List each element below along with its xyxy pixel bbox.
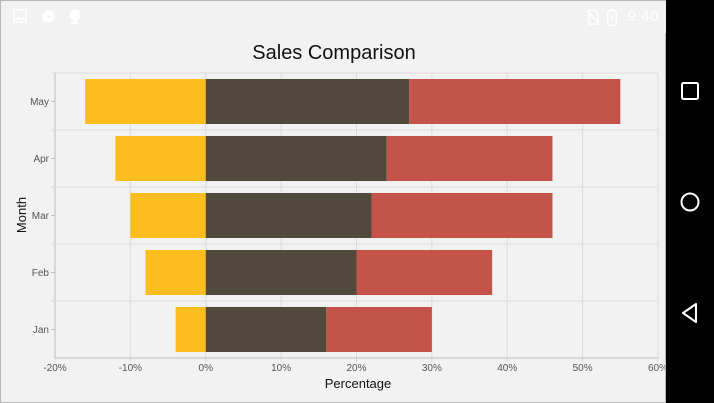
x-axis-ticks: -20% -10% 0% 10% 20% 30% 40% 50% 60% xyxy=(43,363,665,374)
bar-feb-series-2 xyxy=(205,249,357,296)
bar-apr-series-1 xyxy=(115,135,206,182)
status-bar: 9:40 xyxy=(1,1,667,33)
image-icon xyxy=(13,9,27,28)
navigation-bar xyxy=(666,0,714,403)
y-tick-label: Feb xyxy=(32,268,50,279)
recents-button[interactable] xyxy=(666,67,714,115)
bar-feb-series-1 xyxy=(145,249,206,296)
chat-bubble-icon xyxy=(41,9,57,30)
x-tick-label: 20% xyxy=(346,363,366,374)
x-tick-label: -10% xyxy=(119,363,142,374)
y-axis-title: Month xyxy=(14,197,29,233)
x-tick-label: 0% xyxy=(199,363,214,374)
y-axis-ticks: Jan Feb Mar Apr May xyxy=(30,97,55,336)
app-screen: 9:40 Sales Comparison -20% -10% 0% 10% 20% 30… xyxy=(0,0,667,403)
bar-apr-series-3 xyxy=(386,135,553,182)
bar-feb-series-3 xyxy=(356,249,493,296)
back-triangle-icon xyxy=(682,303,697,323)
no-sim-icon xyxy=(586,9,600,30)
x-tick-label: 40% xyxy=(497,363,517,374)
bar-jan-series-2 xyxy=(205,306,327,353)
bar-apr-series-2 xyxy=(205,135,387,182)
recents-square-icon xyxy=(681,82,699,100)
bar-mar-series-2 xyxy=(205,192,372,239)
bar-mar-series-3 xyxy=(371,192,553,239)
battery-icon xyxy=(606,9,618,31)
bar-mar-series-1 xyxy=(130,192,206,239)
x-tick-label: 30% xyxy=(422,363,442,374)
y-tick-label: Apr xyxy=(33,154,49,165)
status-time: 9:40 xyxy=(627,8,659,25)
chart-title: Sales Comparison xyxy=(252,42,415,64)
bars xyxy=(85,78,621,353)
x-tick-label: 60% xyxy=(648,363,665,374)
android-icon xyxy=(68,9,82,30)
bar-jan-series-3 xyxy=(326,306,432,353)
x-tick-label: -20% xyxy=(43,363,66,374)
x-axis-title: Percentage xyxy=(325,376,392,391)
bar-chart: Sales Comparison -20% -10% 0% 10% 20% 30% 40% 5… xyxy=(14,42,665,391)
home-button[interactable] xyxy=(666,178,714,226)
bar-may-series-1 xyxy=(85,78,206,125)
bar-may-series-2 xyxy=(205,78,410,125)
y-tick-label: Mar xyxy=(32,211,50,222)
home-circle-icon xyxy=(680,192,700,212)
back-button[interactable] xyxy=(666,289,714,337)
x-tick-label: 10% xyxy=(271,363,291,374)
y-tick-label: May xyxy=(30,97,49,108)
bar-jan-series-1 xyxy=(175,306,206,353)
bar-may-series-3 xyxy=(409,78,621,125)
x-tick-label: 50% xyxy=(573,363,593,374)
y-tick-label: Jan xyxy=(33,325,49,336)
